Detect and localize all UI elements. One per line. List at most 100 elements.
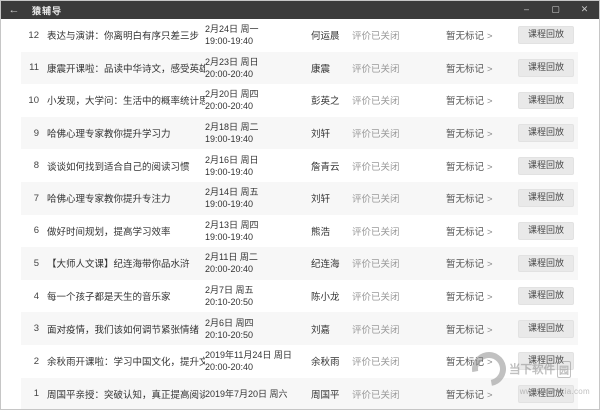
course-date: 2月20日 周四 xyxy=(205,89,259,100)
course-title: 余秋雨开课啦：学习中国文化，提升文学素养 xyxy=(47,357,205,369)
mark-link[interactable]: 暂无标记 > xyxy=(446,354,518,368)
course-index: 3 xyxy=(33,323,39,335)
course-time: 20:00-20:40 xyxy=(205,264,254,275)
mark-link[interactable]: 暂无标记 > xyxy=(446,126,518,140)
course-teacher: 彭英之 xyxy=(311,96,340,108)
course-date: 2019年11月24日 周日 xyxy=(205,350,292,361)
course-row[interactable]: 2 余秋雨开课啦：学习中国文化，提升文学素养 2019年11月24日 周日 20… xyxy=(21,345,578,378)
minimize-button[interactable]: – xyxy=(523,4,529,14)
evaluation-status: 评价已关闭 xyxy=(352,389,400,401)
course-replay-button[interactable]: 课程回放 xyxy=(518,156,574,175)
course-title: 周国平亲授：突破认知，真正提高阅读与写作能力 xyxy=(47,389,205,401)
chevron-right-icon: > xyxy=(487,96,493,108)
action-cell: 课程回放 xyxy=(518,254,574,273)
course-title: 【大师人文课】纪连海带你品水浒 xyxy=(47,259,190,271)
course-row[interactable]: 5 【大师人文课】纪连海带你品水浒 2月11日 周二 20:00-20:40 纪… xyxy=(21,247,578,280)
close-button[interactable]: ✕ xyxy=(580,4,589,14)
course-time: 20:00-20:40 xyxy=(205,68,254,79)
course-row[interactable]: 8 谈谈如何找到适合自己的阅读习惯 2月16日 周日 19:00-19:40 詹… xyxy=(21,149,578,182)
action-cell: 课程回放 xyxy=(518,384,574,403)
action-cell: 课程回放 xyxy=(518,58,574,77)
mark-link[interactable]: 暂无标记 > xyxy=(446,224,518,238)
evaluation-status: 评价已关闭 xyxy=(352,161,400,173)
course-schedule: 2月18日 周二 19:00-19:40 xyxy=(205,121,306,145)
evaluation-status: 评价已关闭 xyxy=(352,357,400,369)
course-schedule: 2月20日 周四 20:00-20:40 xyxy=(205,88,306,112)
course-time: 19:00-19:40 xyxy=(205,134,254,145)
course-date: 2月7日 周五 xyxy=(205,284,254,295)
course-replay-button[interactable]: 课程回放 xyxy=(518,58,574,77)
course-replay-button[interactable]: 课程回放 xyxy=(518,124,574,143)
mark-link[interactable]: 暂无标记 > xyxy=(446,256,518,270)
mark-link[interactable]: 暂无标记 > xyxy=(446,322,518,336)
course-row[interactable]: 7 哈佛心理专家教你提升专注力 2月14日 周五 19:00-19:40 刘轩 … xyxy=(21,181,578,215)
course-time: 19:00-19:40 xyxy=(205,36,254,47)
mark-label: 暂无标记 xyxy=(446,161,485,173)
course-title: 哈佛心理专家教你提升专注力 xyxy=(47,194,171,206)
mark-link[interactable]: 暂无标记 > xyxy=(446,387,518,401)
course-title: 做好时间规划，提高学习效率 xyxy=(47,226,171,238)
course-teacher: 詹青云 xyxy=(311,161,340,173)
course-replay-button[interactable]: 课程回放 xyxy=(518,319,574,338)
course-title: 每一个孩子都是天生的音乐家 xyxy=(47,292,171,304)
course-row[interactable]: 3 面对疫情，我们该如何调节紧张情绪 2月6日 周四 20:10-20:50 刘… xyxy=(21,312,578,345)
course-title: 康震开课啦：品读中华诗文，感受英雄力量 xyxy=(47,63,205,75)
evaluation-status: 评价已关闭 xyxy=(352,194,400,206)
course-teacher: 刘轩 xyxy=(311,194,331,206)
course-date: 2月23日 周日 xyxy=(205,56,259,67)
course-time: 19:00-19:40 xyxy=(205,166,254,177)
course-schedule: 2月6日 周四 20:10-20:50 xyxy=(205,317,306,341)
course-replay-button[interactable]: 课程回放 xyxy=(518,384,574,403)
course-row[interactable]: 1 周国平亲授：突破认知，真正提高阅读与写作能力 2019年7月20日 周六 周… xyxy=(21,377,578,409)
mark-label: 暂无标记 xyxy=(446,129,485,141)
course-row[interactable]: 11 康震开课啦：品读中华诗文，感受英雄力量 2月23日 周日 20:00-20… xyxy=(21,51,578,85)
mark-label: 暂无标记 xyxy=(446,194,485,206)
course-index: 2 xyxy=(33,355,39,367)
course-time: 19:00-19:40 xyxy=(205,231,254,242)
course-schedule: 2月24日 周一 19:00-19:40 xyxy=(205,23,306,47)
chevron-right-icon: > xyxy=(487,324,493,336)
course-index: 11 xyxy=(29,62,39,74)
maximize-button[interactable]: ▢ xyxy=(551,4,560,14)
course-date: 2月6日 周四 xyxy=(205,317,254,328)
course-row[interactable]: 9 哈佛心理专家教你提升学习力 2月18日 周二 19:00-19:40 刘轩 … xyxy=(21,116,578,150)
course-replay-button[interactable]: 课程回放 xyxy=(518,91,574,110)
chevron-right-icon: > xyxy=(487,226,493,238)
course-row[interactable]: 12 表达与演讲：你离明白有序只差三步 2月24日 周一 19:00-19:40… xyxy=(21,19,578,52)
course-teacher: 康震 xyxy=(311,63,331,75)
course-teacher: 陈小龙 xyxy=(311,292,340,304)
back-icon[interactable]: ← xyxy=(8,4,20,16)
mark-link[interactable]: 暂无标记 > xyxy=(446,28,518,42)
course-replay-button[interactable]: 课程回放 xyxy=(518,221,574,240)
mark-label: 暂无标记 xyxy=(446,226,485,238)
course-replay-button[interactable]: 课程回放 xyxy=(518,254,574,273)
mark-link[interactable]: 暂无标记 > xyxy=(446,289,518,303)
mark-link[interactable]: 暂无标记 > xyxy=(446,191,518,205)
course-schedule: 2月7日 周五 20:10-20:50 xyxy=(205,284,306,308)
mark-link[interactable]: 暂无标记 > xyxy=(446,93,518,107)
course-row[interactable]: 6 做好时间规划，提高学习效率 2月13日 周四 19:00-19:40 熊浩 … xyxy=(21,215,578,248)
mark-label: 暂无标记 xyxy=(446,357,485,369)
course-row[interactable]: 4 每一个孩子都是天生的音乐家 2月7日 周五 20:10-20:50 陈小龙 … xyxy=(21,280,578,313)
course-schedule: 2月13日 周四 19:00-19:40 xyxy=(205,219,306,243)
chevron-right-icon: > xyxy=(487,161,493,173)
course-title: 面对疫情，我们该如何调节紧张情绪 xyxy=(47,324,200,336)
course-schedule: 2月11日 周二 20:00-20:40 xyxy=(205,251,306,275)
mark-label: 暂无标记 xyxy=(446,389,485,401)
mark-link[interactable]: 暂无标记 > xyxy=(446,61,518,75)
mark-label: 暂无标记 xyxy=(446,292,485,304)
course-time: 20:10-20:50 xyxy=(205,329,254,340)
chevron-right-icon: > xyxy=(487,129,493,141)
course-replay-button[interactable]: 课程回放 xyxy=(518,189,574,208)
course-title: 哈佛心理专家教你提升学习力 xyxy=(47,129,171,141)
mark-link[interactable]: 暂无标记 > xyxy=(446,159,518,173)
evaluation-status: 评价已关闭 xyxy=(352,324,400,336)
course-replay-button[interactable]: 课程回放 xyxy=(518,26,574,45)
course-replay-button[interactable]: 课程回放 xyxy=(518,287,574,305)
course-row[interactable]: 10 小发现，大学问：生活中的概率统计思维 2月20日 周四 20:00-20:… xyxy=(21,84,578,117)
course-replay-button[interactable]: 课程回放 xyxy=(518,352,574,371)
mark-label: 暂无标记 xyxy=(446,31,485,43)
action-cell: 课程回放 xyxy=(518,91,574,110)
mark-label: 暂无标记 xyxy=(446,259,485,271)
